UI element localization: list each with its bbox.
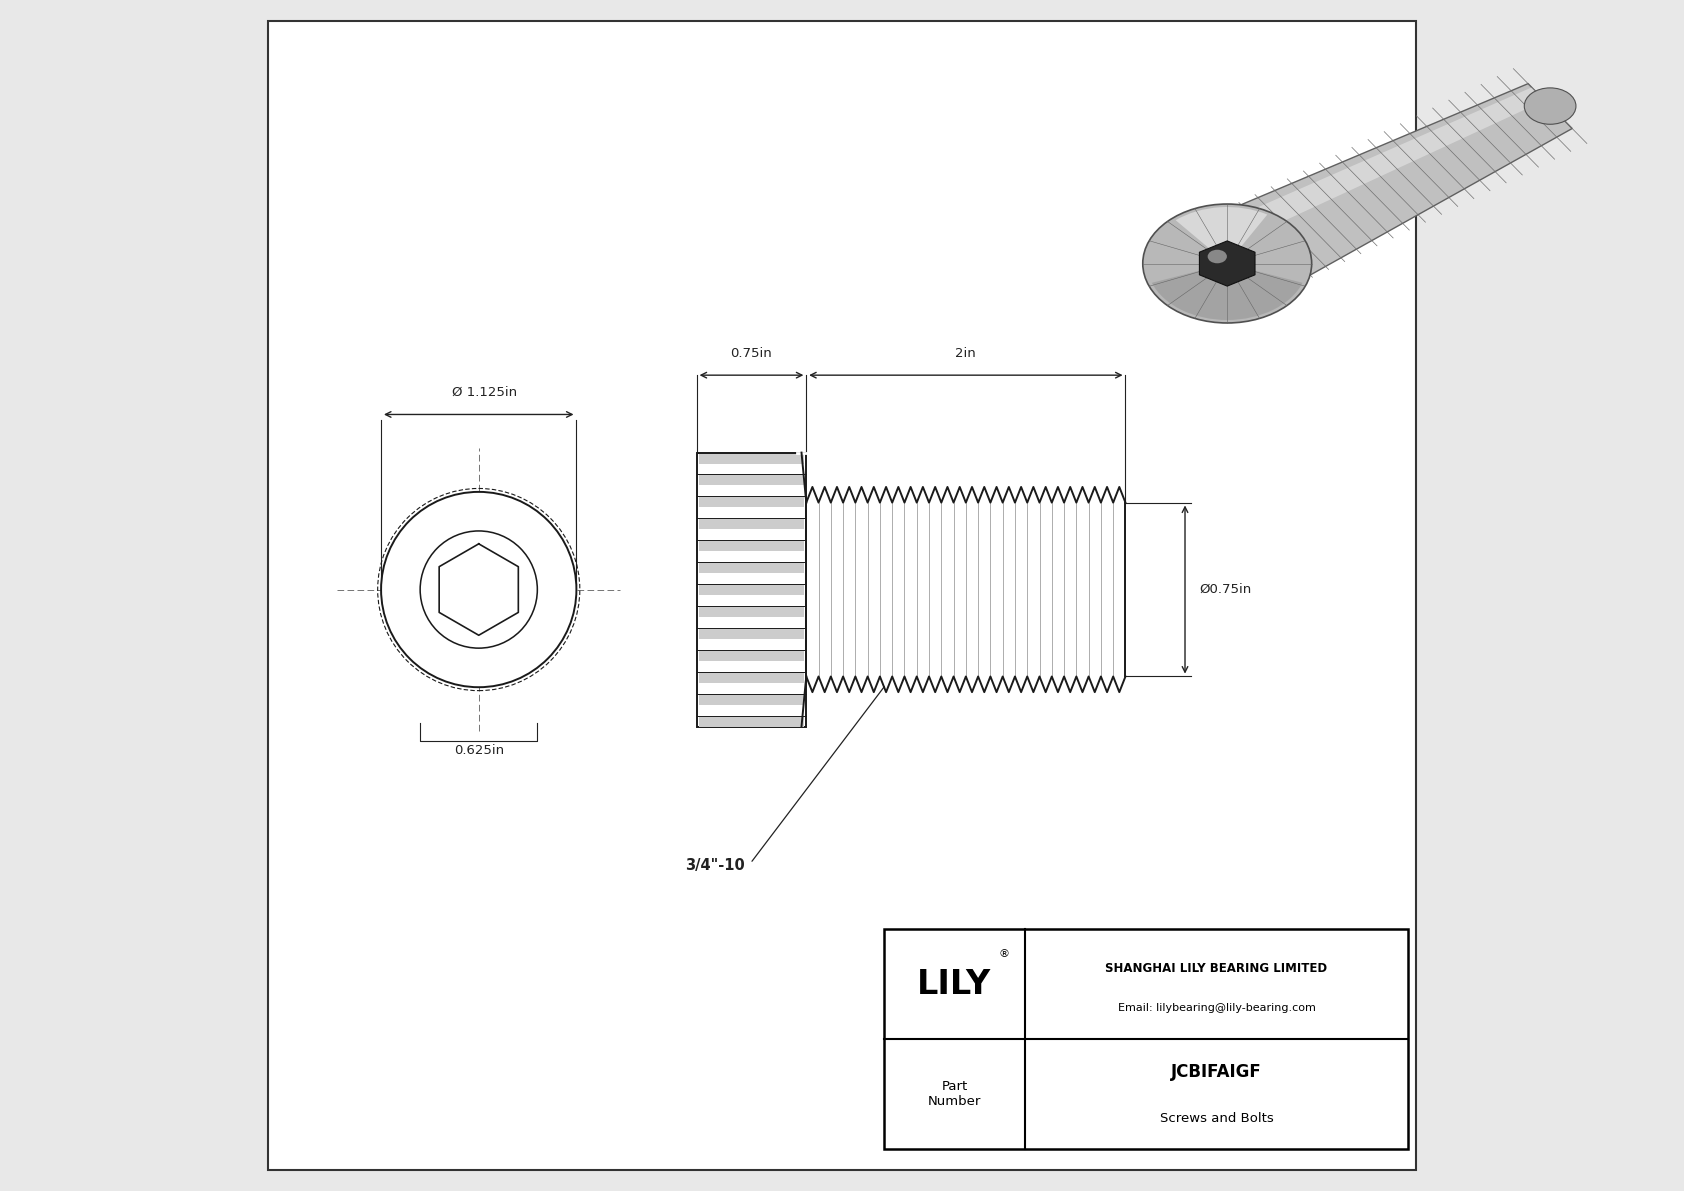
Circle shape [1143,204,1312,323]
Bar [699,672,803,682]
Bar [697,453,807,727]
Text: Ø0.75in: Ø0.75in [1199,584,1251,596]
Bar [699,650,803,661]
Circle shape [1207,250,1228,263]
Bar [699,497,803,507]
Polygon shape [1191,83,1573,301]
Bar [699,628,803,638]
Bar [699,584,803,596]
Text: Screws and Bolts: Screws and Bolts [1160,1112,1273,1125]
Text: 2in: 2in [955,347,977,360]
Bar [699,693,803,705]
Text: JCBIFAIGF: JCBIFAIGF [1170,1064,1261,1081]
Polygon shape [1197,87,1544,252]
Bar [699,474,803,486]
Bar [699,541,803,551]
Text: 0.625in: 0.625in [453,744,504,757]
Wedge shape [1175,207,1268,263]
Circle shape [419,531,537,648]
Text: LILY: LILY [918,967,992,1000]
Polygon shape [1199,241,1255,286]
Text: Email: lilybearing@lily-bearing.com: Email: lilybearing@lily-bearing.com [1118,1003,1315,1014]
Ellipse shape [1524,88,1576,124]
Bar [699,562,803,573]
Text: SHANGHAI LILY BEARING LIMITED: SHANGHAI LILY BEARING LIMITED [1105,962,1327,975]
Bar [699,518,803,529]
Text: Ø 1.125in: Ø 1.125in [451,386,517,399]
Text: ®: ® [999,949,1010,959]
Circle shape [381,492,576,687]
Text: 3/4"-10: 3/4"-10 [685,858,744,873]
Text: 0.75in: 0.75in [731,347,773,360]
Bar [884,929,1408,1149]
Bar [699,453,803,463]
Text: Part
Number: Part Number [928,1080,982,1109]
Bar [699,606,803,617]
Bar [699,716,803,727]
Wedge shape [1152,263,1303,320]
